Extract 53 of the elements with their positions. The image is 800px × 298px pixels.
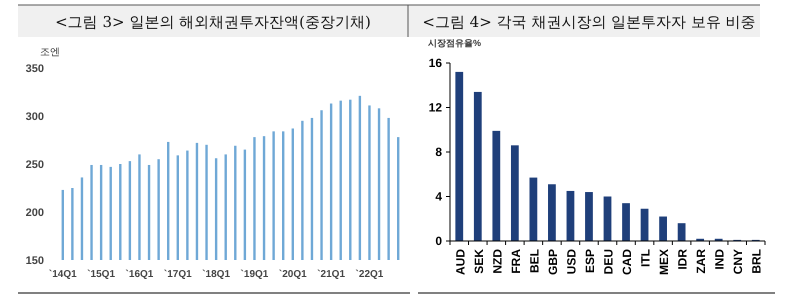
x-tick-label: `21Q1: [317, 269, 346, 280]
y-tick-label: 4: [435, 190, 442, 204]
bar: [585, 192, 593, 241]
x-tick-label: `20Q1: [278, 269, 308, 280]
x-tick-label: IDR: [676, 248, 690, 270]
x-tick-label: BEL: [527, 249, 542, 273]
x-tick-label: `19Q1: [240, 269, 269, 280]
x-tick-label: CAD: [620, 248, 634, 275]
x-tick-label: CNY: [731, 249, 746, 274]
x-tick-label: ZAR: [694, 248, 708, 274]
y-tick-label: 350: [26, 63, 44, 75]
bar: [604, 196, 612, 241]
y-tick-label: 150: [26, 255, 44, 267]
bar: [492, 130, 500, 241]
bar: [455, 72, 464, 241]
y-axis-title: 시장점유율%: [428, 38, 482, 48]
x-tick-label: `14Q1: [48, 269, 78, 280]
y-tick-label: 250: [26, 159, 44, 171]
y-tick-label: 0: [435, 234, 442, 248]
x-tick-label: NZD: [490, 248, 504, 274]
x-tick-label: AUD: [453, 248, 468, 275]
bar: [640, 208, 648, 241]
bar: [622, 203, 630, 241]
bar: [510, 145, 519, 241]
x-tick-label: USD: [564, 248, 578, 274]
chart-title: <그림 4> 각국 채권시장의 일본투자자 보유 비중: [422, 13, 756, 31]
x-tick-label: `18Q1: [202, 269, 230, 280]
y-tick-label: 12: [428, 100, 442, 114]
bar: [659, 216, 667, 241]
x-tick-label: `17Q1: [164, 269, 192, 280]
x-tick-label: ITL: [638, 249, 653, 267]
y-tick-label: 8: [435, 145, 442, 159]
x-tick-label: MEX: [657, 249, 672, 276]
x-tick-label: IND: [712, 248, 727, 270]
y-tick-label: 16: [428, 56, 442, 70]
x-tick-label: DEU: [602, 249, 616, 274]
bar: [474, 92, 482, 241]
bar: [566, 190, 574, 241]
y-axis-title: 조엔: [40, 47, 60, 58]
x-tick-label: `22Q1: [356, 269, 384, 280]
bar: [548, 184, 556, 241]
bar: [529, 178, 538, 241]
x-tick-label: `15Q1: [87, 269, 116, 280]
x-tick-label: `16Q1: [126, 269, 154, 280]
y-tick-label: 300: [26, 111, 44, 123]
y-tick-label: 200: [26, 207, 44, 219]
x-tick-label: BRL: [750, 249, 764, 274]
x-tick-label: FRA: [508, 248, 523, 274]
x-tick-label: GBP: [546, 249, 560, 276]
chart-title: <그림 3> 일본의 해외채권투자잔액(중장기채): [55, 13, 371, 31]
bar: [678, 223, 686, 241]
x-tick-label: SEK: [472, 248, 486, 274]
x-tick-label: ESP: [582, 249, 597, 274]
